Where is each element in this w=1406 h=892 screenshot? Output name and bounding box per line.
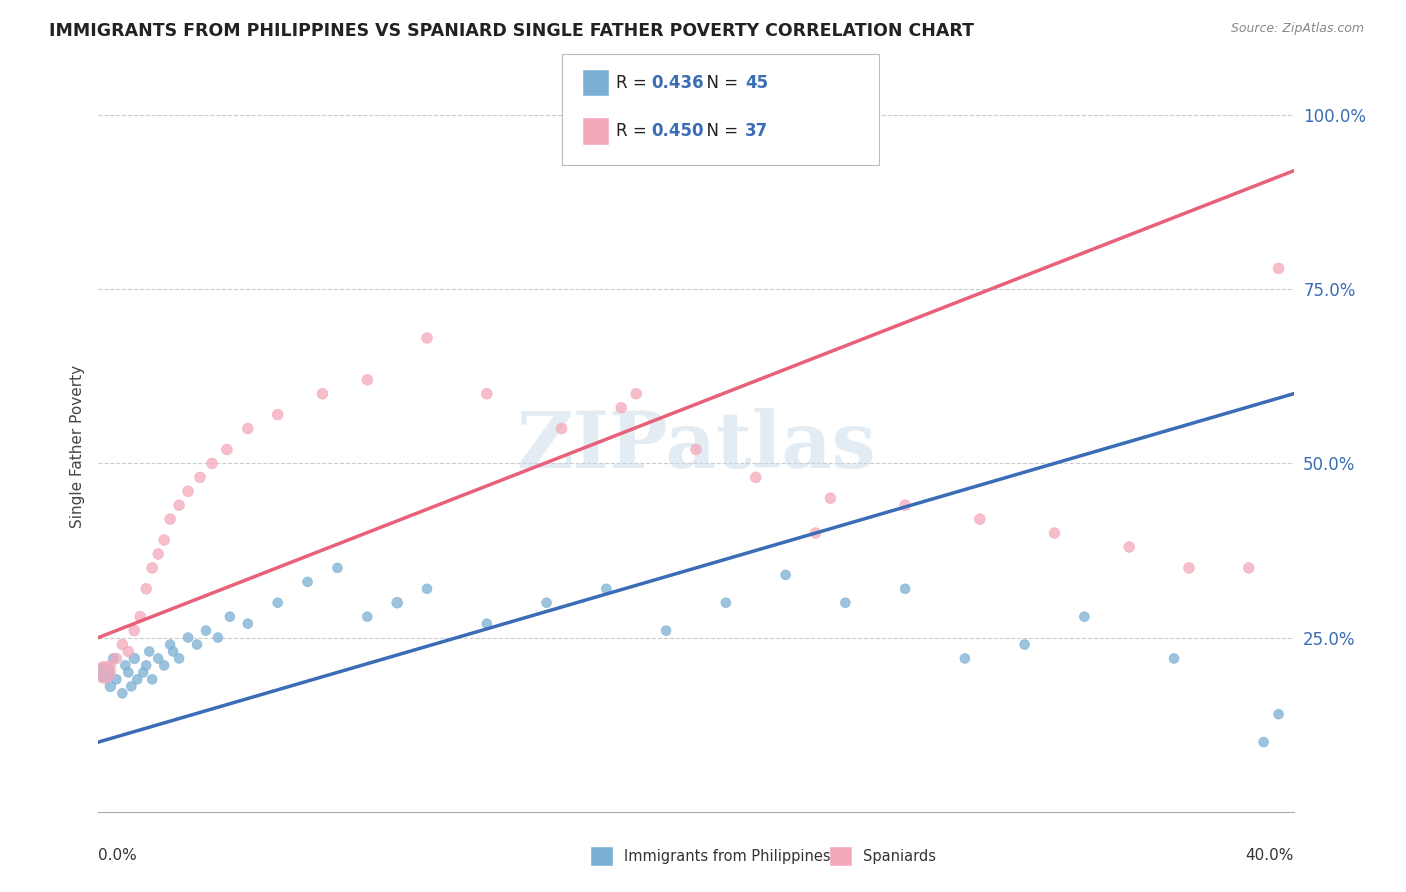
Text: 0.450: 0.450 <box>651 122 703 140</box>
Text: R =: R = <box>616 122 652 140</box>
Point <box>714 596 737 610</box>
Point <box>167 498 190 512</box>
Point <box>1237 561 1260 575</box>
Text: 45: 45 <box>745 74 768 92</box>
Text: R =: R = <box>616 74 652 92</box>
Point <box>135 582 157 596</box>
Point <box>120 679 142 693</box>
Point <box>127 673 149 687</box>
Point <box>167 651 190 665</box>
Text: 0.436: 0.436 <box>651 74 703 92</box>
Point <box>138 644 160 658</box>
Point <box>1267 707 1289 722</box>
Point <box>894 498 917 512</box>
Point <box>148 651 170 665</box>
Point <box>188 470 211 484</box>
Point <box>894 582 917 596</box>
Point <box>610 401 633 415</box>
Point <box>775 567 797 582</box>
Text: Source: ZipAtlas.com: Source: ZipAtlas.com <box>1230 22 1364 36</box>
Point <box>550 421 572 435</box>
Text: N =: N = <box>696 122 744 140</box>
Point <box>356 373 378 387</box>
Point <box>215 442 238 457</box>
Point <box>159 638 181 652</box>
Point <box>153 658 176 673</box>
Point <box>105 673 128 687</box>
Point <box>416 582 439 596</box>
Point <box>356 609 378 624</box>
Point <box>135 658 157 673</box>
Point <box>111 686 134 700</box>
Point <box>297 574 319 589</box>
Point <box>153 533 176 547</box>
Point <box>219 609 242 624</box>
Point <box>326 561 349 575</box>
Point <box>207 631 229 645</box>
Point <box>201 457 224 471</box>
Text: ZIPatlas: ZIPatlas <box>516 408 876 484</box>
Point <box>195 624 218 638</box>
Point <box>93 665 115 680</box>
Point <box>655 624 678 638</box>
Text: IMMIGRANTS FROM PHILIPPINES VS SPANIARD SINGLE FATHER POVERTY CORRELATION CHART: IMMIGRANTS FROM PHILIPPINES VS SPANIARD … <box>49 22 974 40</box>
Point <box>114 658 136 673</box>
Point <box>124 651 146 665</box>
Point <box>159 512 181 526</box>
Point <box>536 596 558 610</box>
Text: 0.0%: 0.0% <box>98 848 138 863</box>
Point <box>416 331 439 345</box>
Point <box>132 665 155 680</box>
Point <box>236 616 259 631</box>
Point <box>236 421 259 435</box>
Point <box>953 651 976 665</box>
Point <box>745 470 768 484</box>
Point <box>186 638 208 652</box>
Point <box>1178 561 1201 575</box>
Text: N =: N = <box>696 74 744 92</box>
Point <box>117 665 139 680</box>
Point <box>1267 261 1289 276</box>
Point <box>475 616 498 631</box>
Text: 40.0%: 40.0% <box>1246 848 1294 863</box>
Point <box>311 386 333 401</box>
Point <box>1073 609 1095 624</box>
Point <box>685 442 707 457</box>
Y-axis label: Single Father Poverty: Single Father Poverty <box>69 365 84 527</box>
Text: 37: 37 <box>745 122 769 140</box>
Point <box>124 624 146 638</box>
Point <box>1043 526 1066 541</box>
Point <box>98 679 122 693</box>
Point <box>105 651 128 665</box>
Point <box>1014 638 1036 652</box>
Point <box>834 596 856 610</box>
Point <box>969 512 991 526</box>
Point <box>177 484 200 499</box>
Point <box>385 596 409 610</box>
Text: Immigrants from Philippines: Immigrants from Philippines <box>624 849 831 863</box>
Point <box>1118 540 1140 554</box>
Point <box>162 644 184 658</box>
Point <box>820 491 842 506</box>
Point <box>1253 735 1275 749</box>
Text: Spaniards: Spaniards <box>863 849 936 863</box>
Point <box>111 638 134 652</box>
Point <box>267 408 290 422</box>
Point <box>129 609 152 624</box>
Point <box>177 631 200 645</box>
Point <box>141 673 163 687</box>
Point <box>475 386 498 401</box>
Point <box>93 665 115 680</box>
Point <box>141 561 163 575</box>
Point <box>626 386 648 401</box>
Point <box>267 596 290 610</box>
Point <box>103 651 125 665</box>
Point <box>98 658 122 673</box>
Point <box>595 582 617 596</box>
Point <box>1163 651 1185 665</box>
Point <box>804 526 827 541</box>
Point <box>148 547 170 561</box>
Point <box>117 644 139 658</box>
